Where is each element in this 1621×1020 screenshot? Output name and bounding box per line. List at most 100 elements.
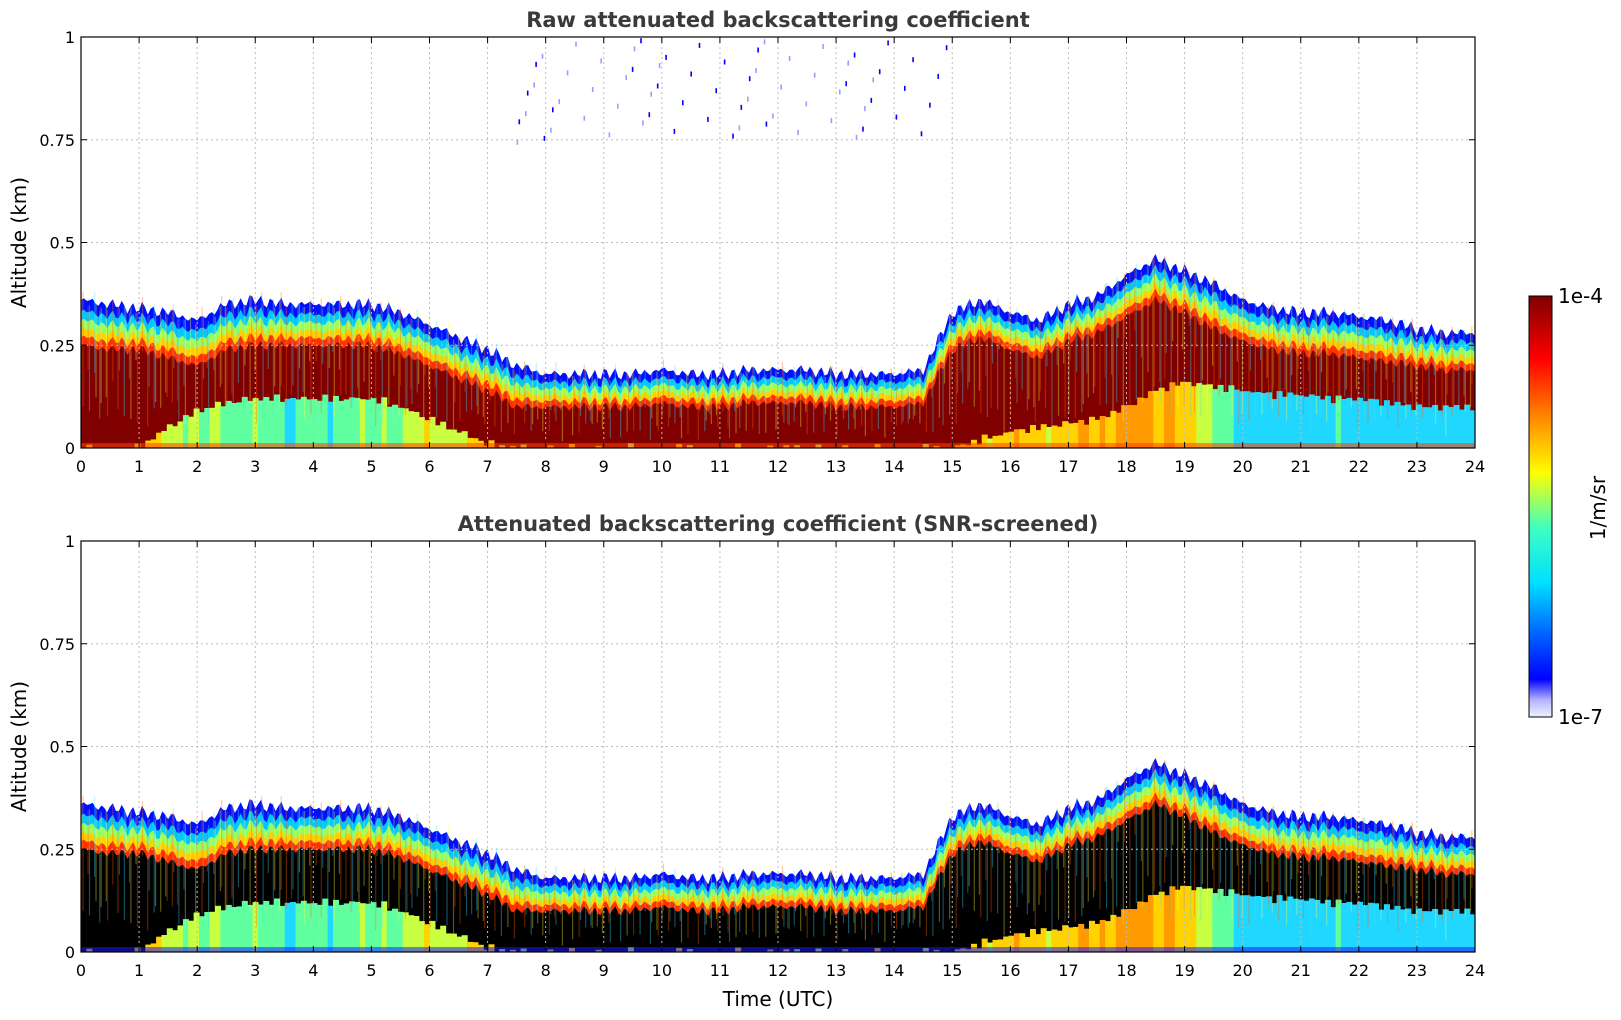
near-surface-cell bbox=[199, 916, 205, 952]
noise-streak bbox=[249, 795, 251, 911]
noise-streak bbox=[1212, 781, 1214, 870]
noise-streak bbox=[1339, 317, 1341, 403]
noise-streak bbox=[930, 352, 933, 397]
noise-streak bbox=[1111, 800, 1113, 879]
near-surface-cell bbox=[992, 939, 999, 952]
near-surface-cell bbox=[1164, 895, 1170, 952]
noise-streak bbox=[1326, 820, 1328, 926]
noise-streak bbox=[704, 373, 706, 432]
near-surface-cell bbox=[1351, 904, 1358, 952]
noise-streak bbox=[831, 365, 833, 411]
noise-streak bbox=[388, 297, 390, 405]
noise-streak bbox=[735, 877, 737, 937]
near-surface-cell bbox=[1046, 931, 1053, 952]
noise-streak bbox=[978, 803, 980, 895]
noise-streak bbox=[82, 795, 84, 911]
noise-speckle bbox=[625, 75, 627, 81]
noise-streak bbox=[123, 305, 125, 416]
noise-streak bbox=[715, 374, 718, 416]
noise-streak bbox=[404, 316, 407, 415]
noise-streak bbox=[639, 878, 641, 935]
near-surface-cell bbox=[236, 402, 243, 448]
noise-streak bbox=[991, 812, 994, 868]
noise-streak bbox=[1051, 320, 1053, 425]
near-surface-cell bbox=[1153, 390, 1160, 448]
grid bbox=[81, 37, 1475, 448]
noise-streak bbox=[477, 845, 479, 919]
noise-streak bbox=[960, 304, 962, 372]
noise-streak bbox=[1291, 811, 1293, 879]
near-surface-cell bbox=[1051, 929, 1058, 952]
noise-streak bbox=[250, 295, 253, 343]
noise-streak bbox=[884, 883, 886, 942]
noise-streak bbox=[1254, 301, 1256, 417]
noise-streak bbox=[303, 811, 306, 923]
near-surface-cell bbox=[172, 426, 179, 448]
noise-streak bbox=[1451, 830, 1453, 920]
noise-streak bbox=[214, 820, 216, 919]
noise-streak bbox=[631, 875, 633, 902]
noise-streak bbox=[901, 872, 903, 929]
near-surface-cell bbox=[1131, 405, 1138, 448]
noise-streak bbox=[841, 872, 843, 916]
near-surface-cell bbox=[1046, 427, 1053, 448]
noise-streak bbox=[368, 798, 370, 906]
noise-speckle bbox=[665, 54, 667, 60]
noise-streak bbox=[795, 370, 797, 408]
noise-streak bbox=[609, 380, 611, 439]
noise-streak bbox=[973, 306, 975, 407]
near-surface-cell bbox=[1458, 913, 1465, 952]
noise-streak bbox=[871, 877, 873, 935]
noise-streak bbox=[1266, 307, 1268, 378]
near-surface-cell bbox=[381, 901, 388, 952]
noise-streak bbox=[805, 877, 807, 917]
near-surface-cell bbox=[992, 435, 999, 448]
noise-streak bbox=[1219, 290, 1222, 379]
noise-streak bbox=[765, 878, 767, 937]
noise-streak bbox=[1273, 302, 1275, 388]
near-surface-cell bbox=[1035, 934, 1042, 952]
noise-streak bbox=[1038, 318, 1040, 401]
near-surface-cell bbox=[247, 400, 254, 448]
noise-streak bbox=[399, 308, 401, 386]
noise-streak bbox=[561, 382, 563, 442]
noise-streak bbox=[752, 366, 754, 429]
noise-streak bbox=[1319, 814, 1321, 923]
noise-streak bbox=[1201, 789, 1203, 885]
noise-streak bbox=[1183, 264, 1185, 406]
near-surface-cell bbox=[290, 902, 297, 952]
noise-streak bbox=[477, 341, 479, 415]
near-surface-cell bbox=[1265, 896, 1272, 952]
near-surface-cell bbox=[1072, 926, 1079, 952]
noise-streak bbox=[679, 881, 681, 922]
near-surface-cell bbox=[1067, 927, 1074, 952]
noise-streak bbox=[747, 874, 749, 899]
noise-streak bbox=[262, 807, 264, 922]
near-surface-cell bbox=[354, 901, 361, 952]
noise-streak bbox=[609, 884, 611, 943]
noise-streak bbox=[590, 886, 592, 926]
noise-speckle bbox=[633, 46, 636, 52]
near-surface-cell bbox=[1126, 405, 1133, 448]
near-surface-cell bbox=[359, 903, 366, 952]
noise-streak bbox=[831, 869, 833, 915]
near-surface-cell bbox=[1464, 404, 1471, 448]
noise-streak bbox=[657, 880, 659, 936]
noise-streak bbox=[896, 384, 898, 426]
near-surface-cell bbox=[1078, 924, 1085, 952]
y-tick-label: 0.5 bbox=[50, 234, 75, 253]
near-surface-cell bbox=[386, 406, 393, 448]
noise-streak bbox=[1033, 323, 1035, 408]
near-surface-cell bbox=[1458, 409, 1465, 448]
noise-streak bbox=[231, 300, 233, 394]
noise-streak bbox=[297, 807, 299, 910]
noise-streak bbox=[967, 303, 969, 389]
noise-streak bbox=[1193, 778, 1196, 917]
near-surface-cell bbox=[1105, 921, 1112, 952]
near-surface-cell bbox=[1324, 395, 1331, 448]
noise-speckle bbox=[895, 114, 898, 120]
noise-streak bbox=[423, 832, 425, 925]
panel-1: 0 1 2 3 4 5 6 7 8 9 10 11 12 13 14 15 16 17 18 19 20 21 22 23 24… bbox=[7, 8, 1485, 476]
near-surface-cell bbox=[1469, 914, 1475, 952]
noise-streak bbox=[861, 871, 863, 930]
